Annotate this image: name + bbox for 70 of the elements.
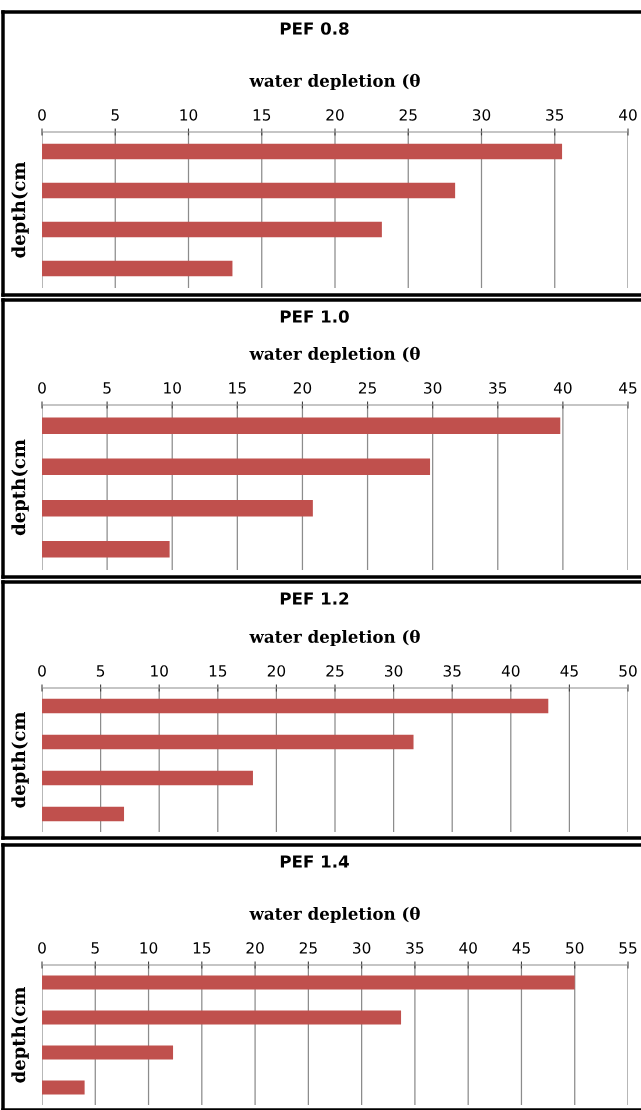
- x-tick-label: 45: [619, 382, 637, 394]
- x-tick-label: 10: [140, 942, 158, 954]
- x-tick-label: 0: [38, 109, 46, 121]
- x-tick-label: 20: [267, 665, 286, 677]
- x-tick-label: 25: [326, 665, 344, 677]
- x-tick-label: 20: [326, 109, 344, 121]
- x-tick-label: 25: [358, 382, 376, 394]
- bar: [42, 698, 549, 714]
- bar: [42, 975, 575, 990]
- x-tick-label: 0: [38, 942, 46, 954]
- x-tick-label: 35: [443, 665, 461, 677]
- bar: [42, 221, 382, 238]
- bar: [42, 260, 233, 277]
- bar: [42, 734, 414, 750]
- x-tick-label: 35: [489, 382, 507, 394]
- x-tick-label: 50: [619, 665, 637, 677]
- x-tick-label: 5: [103, 382, 111, 394]
- x-tick-label: 40: [459, 942, 477, 954]
- bar: [42, 417, 561, 434]
- x-tick-label: 10: [164, 382, 181, 394]
- bar: [42, 458, 431, 476]
- x-tick-label: 35: [546, 109, 564, 121]
- x-tick-label: 30: [385, 665, 403, 677]
- x-tick-label: 10: [180, 109, 198, 121]
- chart-title: PEF 1.0: [280, 310, 349, 323]
- y-axis-title: depth(cm: [11, 439, 29, 536]
- bar: [42, 806, 125, 822]
- bar: [42, 541, 170, 558]
- chart-title: PEF 1.4: [280, 855, 349, 868]
- x-tick-label: 15: [229, 382, 246, 394]
- y-axis-title: depth(cm: [11, 986, 29, 1083]
- x-tick-label: 30: [424, 382, 442, 394]
- x-tick-label: 25: [299, 942, 317, 954]
- y-axis-title: depth(cm: [11, 711, 29, 808]
- bar: [42, 770, 253, 786]
- x-tick-label: 40: [501, 665, 520, 677]
- x-tick-label: 15: [193, 942, 211, 954]
- bar: [42, 143, 563, 160]
- x-tick-label: 55: [619, 942, 637, 954]
- x-axis-title: water depletion (θ: [249, 346, 420, 364]
- x-axis-title: water depletion (θ: [249, 629, 420, 647]
- x-tick-label: 30: [353, 942, 371, 954]
- x-tick-label: 35: [406, 942, 424, 954]
- x-tick-label: 15: [253, 109, 271, 121]
- bar: [42, 499, 313, 517]
- x-tick-label: 25: [399, 109, 417, 121]
- chart-title: PEF 1.2: [280, 592, 349, 605]
- x-tick-label: 5: [96, 665, 105, 677]
- y-axis-title: depth(cm: [11, 161, 29, 258]
- x-tick-label: 10: [151, 665, 168, 677]
- bar: [42, 1080, 85, 1095]
- x-tick-label: 45: [512, 942, 530, 954]
- bar: [42, 1010, 402, 1025]
- bar: [42, 182, 456, 199]
- x-tick-label: 40: [619, 109, 637, 121]
- x-tick-label: 5: [91, 942, 99, 954]
- x-tick-label: 5: [111, 109, 119, 121]
- x-axis-title: water depletion (θ: [249, 73, 420, 91]
- x-tick-label: 50: [566, 942, 584, 954]
- x-tick-label: 15: [209, 665, 227, 677]
- bar: [42, 1045, 174, 1060]
- x-axis-title: water depletion (θ: [249, 906, 420, 924]
- chart-title: PEF 0.8: [280, 22, 349, 35]
- x-tick-label: 0: [38, 382, 46, 394]
- x-tick-label: 0: [38, 665, 46, 677]
- x-tick-label: 30: [472, 109, 491, 121]
- x-tick-label: 40: [553, 382, 572, 394]
- x-tick-label: 20: [246, 942, 264, 954]
- x-tick-label: 45: [560, 665, 578, 677]
- x-tick-label: 20: [293, 382, 312, 394]
